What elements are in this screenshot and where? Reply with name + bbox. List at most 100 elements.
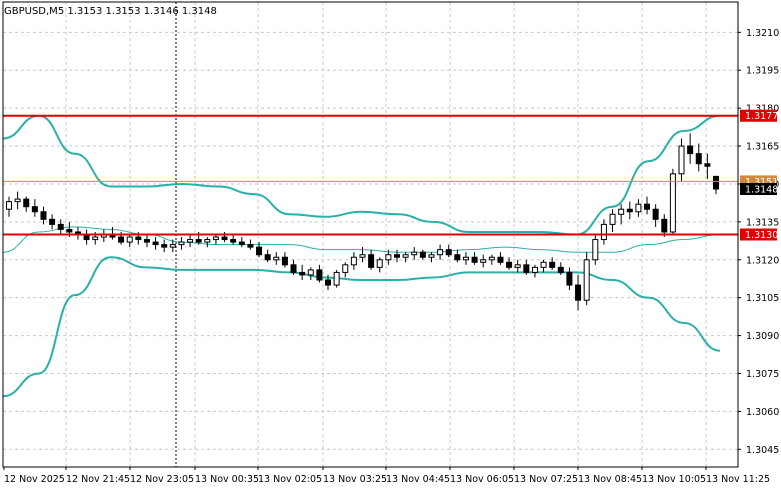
candle — [609, 209, 616, 232]
candle-body — [419, 251, 426, 258]
candle-body — [462, 256, 469, 261]
candle-body — [523, 264, 530, 273]
candle — [488, 254, 495, 265]
candle-body — [135, 236, 142, 241]
candle-body — [359, 254, 366, 258]
candle — [600, 219, 607, 245]
candle-body — [411, 251, 418, 256]
candle — [669, 168, 676, 235]
candle — [497, 252, 504, 265]
candle-body — [575, 284, 582, 301]
candle-body — [600, 223, 607, 241]
candle-body — [480, 259, 487, 263]
candle — [342, 262, 349, 278]
candle-body — [506, 261, 513, 268]
candle — [57, 219, 64, 235]
current-price-tag-label: 1.3148 — [745, 185, 778, 196]
time-axis[interactable]: 12 Nov 2025 12 Nov 21:45 12 Nov 23:05 13 No… — [3, 467, 770, 485]
candle-body — [247, 244, 254, 248]
candle — [402, 252, 409, 263]
candle — [256, 242, 263, 258]
candle — [273, 252, 280, 265]
current-price-tag — [740, 183, 777, 196]
x-tick-label: 13 Nov 08:45 — [578, 474, 642, 485]
candle — [540, 259, 547, 273]
y-tick-label: 1.3105 — [746, 293, 779, 304]
candle — [411, 247, 418, 260]
support-tag-label: 1.3130 — [745, 230, 778, 241]
candle-body — [402, 254, 409, 258]
candle-body — [583, 259, 590, 301]
candle-body — [704, 163, 711, 167]
y-tick-label: 1.3210 — [746, 28, 779, 39]
candle — [687, 133, 694, 164]
candle-body — [531, 266, 538, 273]
candle — [549, 257, 556, 270]
bollinger-bands — [2, 114, 721, 398]
candle — [514, 259, 521, 273]
candle — [592, 234, 599, 265]
candle-body — [316, 269, 323, 281]
candle — [187, 234, 194, 248]
candle-body — [695, 153, 702, 165]
candle — [376, 257, 383, 273]
candle-body — [385, 254, 392, 261]
candle-body — [687, 145, 694, 155]
candle-body — [713, 175, 719, 190]
candle — [419, 249, 426, 260]
candle — [695, 143, 702, 172]
candle — [713, 175, 719, 195]
price-axis[interactable]: 1.32101.31951.31801.31651.31501.31351.31… — [738, 28, 779, 456]
candle — [506, 257, 513, 270]
y-tick-label: 1.3180 — [746, 104, 779, 115]
candle — [523, 259, 530, 275]
candle — [368, 249, 375, 270]
candles — [6, 133, 719, 311]
bollinger-middle-line — [2, 226, 721, 253]
candle — [126, 234, 133, 248]
candle — [281, 252, 288, 268]
candle-body — [178, 241, 185, 246]
candle-body — [221, 236, 228, 241]
chart-title: GBPUSD,M5 1.3153 1.3153 1.3146 1.3148 — [4, 6, 217, 17]
x-tick-label: 13 Nov 10:05 — [642, 474, 706, 485]
candle-body — [497, 256, 504, 263]
candle — [161, 239, 168, 253]
candle-body — [540, 261, 547, 268]
candle-body — [669, 173, 676, 233]
candle — [471, 252, 478, 265]
x-tick-label: 13 Nov 00:35 — [195, 474, 259, 485]
candle — [575, 274, 582, 311]
x-tick-label: 13 Nov 02:05 — [258, 474, 322, 485]
candle — [661, 214, 668, 238]
y-tick-label: 1.3135 — [746, 217, 779, 228]
candle-body — [609, 213, 616, 225]
horizontal-levels[interactable] — [3, 114, 738, 236]
x-tick-label: 13 Nov 06:05 — [450, 474, 514, 485]
x-tick-label: 12 Nov 2025 — [4, 474, 65, 485]
candle — [437, 244, 444, 260]
candle — [566, 267, 573, 291]
candle-body — [31, 206, 38, 213]
candle — [583, 252, 590, 306]
candle-body — [66, 228, 73, 233]
candle — [152, 237, 159, 250]
candle — [247, 239, 254, 250]
candle-body — [661, 218, 668, 233]
candle-body — [256, 246, 263, 256]
x-tick-label: 12 Nov 23:05 — [130, 474, 194, 485]
candle-body — [652, 208, 659, 220]
y-tick-label: 1.3165 — [746, 142, 779, 153]
candle-body — [6, 201, 12, 210]
support-tag — [740, 228, 777, 241]
candle-body — [204, 239, 211, 243]
candle-body — [333, 271, 340, 286]
candle-body — [49, 218, 56, 225]
candle-body — [644, 203, 651, 210]
candle — [385, 249, 392, 265]
candle-body — [238, 241, 245, 246]
x-tick-label: 12 Nov 21:45 — [66, 474, 130, 485]
candle — [143, 234, 150, 248]
y-tick-label: 1.3060 — [746, 407, 779, 418]
